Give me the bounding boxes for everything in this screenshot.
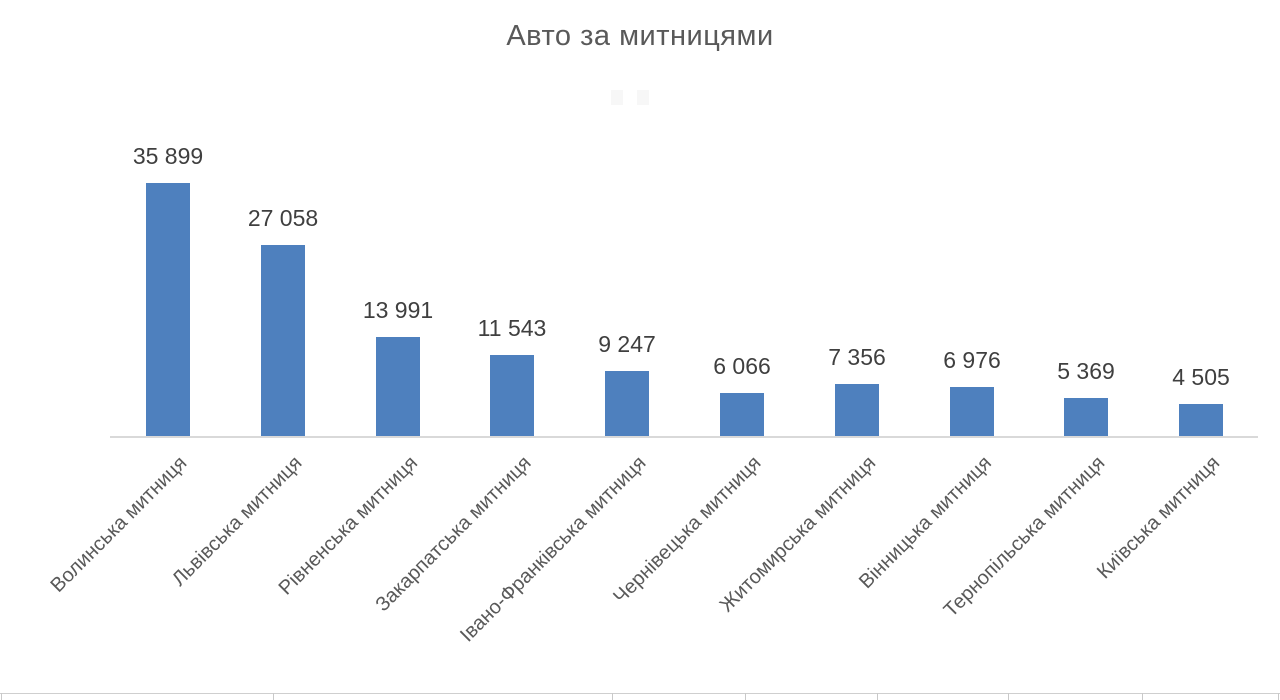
category-label: Київська митниця (1093, 452, 1225, 584)
bar-8[interactable] (950, 387, 994, 436)
bar-3[interactable] (376, 337, 420, 436)
bar-value-label: 6 066 (713, 353, 771, 379)
bar-1[interactable] (146, 183, 190, 436)
bar-value-label: 6 976 (943, 347, 1001, 373)
table-grid-line (1, 693, 2, 700)
table-grid-line (1278, 693, 1279, 700)
table-grid-line (1142, 693, 1143, 700)
bar-value-label: 4 505 (1172, 364, 1230, 390)
category-label: Івано-Франківська митниця (456, 452, 651, 647)
table-grid-line (273, 693, 274, 700)
bar-value-label: 35 899 (132, 143, 204, 169)
bar-4[interactable] (490, 355, 534, 436)
bar-10[interactable] (1179, 404, 1223, 436)
x-axis-line (110, 436, 1258, 438)
chart-title: Авто за митницями (506, 20, 774, 52)
bar-5[interactable] (605, 371, 649, 436)
table-grid-line (745, 693, 746, 700)
bar-2[interactable] (261, 245, 305, 436)
table-grid-line (612, 693, 613, 700)
faint-artifact (611, 90, 623, 105)
bar-value-label: 7 356 (828, 344, 886, 370)
bar-value-label: 13 991 (362, 297, 434, 323)
bar-9[interactable] (1064, 398, 1108, 436)
bar-6[interactable] (720, 393, 764, 436)
bar-7[interactable] (835, 384, 879, 436)
bar-value-label: 9 247 (598, 331, 656, 357)
table-grid-line (1008, 693, 1009, 700)
table-edge-line (0, 693, 1280, 694)
table-grid-line (877, 693, 878, 700)
category-label: Львівська митниця (168, 452, 307, 591)
bar-value-label: 5 369 (1057, 358, 1115, 384)
bar-value-label: 27 058 (247, 205, 319, 231)
faint-artifact (637, 90, 649, 105)
bar-value-label: 11 543 (477, 315, 547, 341)
